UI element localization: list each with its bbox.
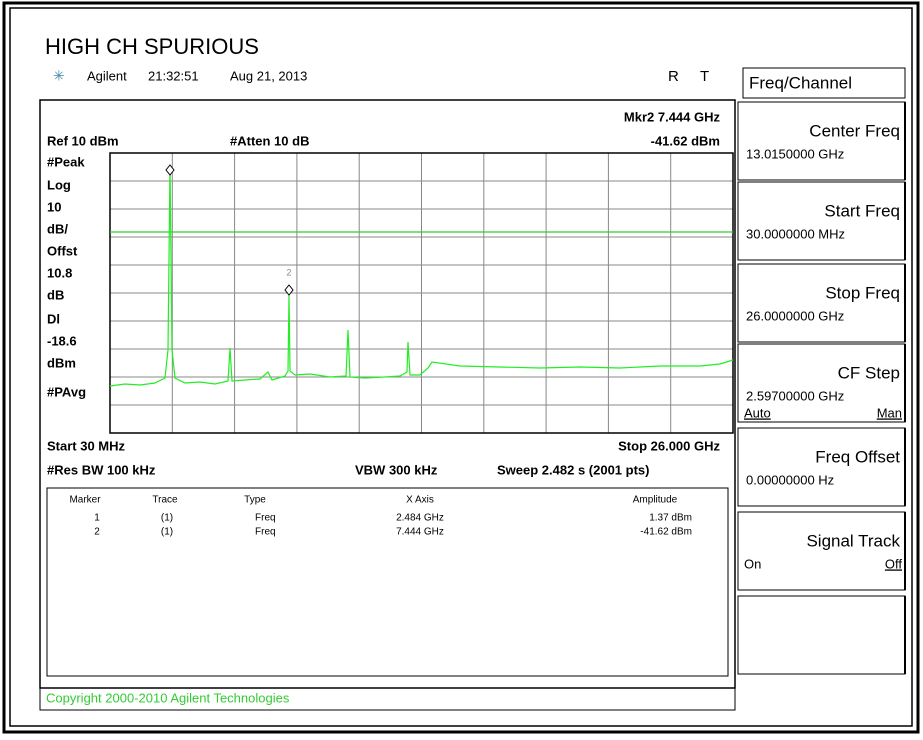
softkey-value: 26.0000000 GHz	[746, 308, 844, 323]
side-label: Dl	[47, 311, 60, 326]
table-cell: -41.62 dBm	[640, 527, 692, 538]
side-label: Log	[47, 177, 71, 192]
start-freq: Start 30 MHz	[47, 438, 126, 453]
side-label: Offst	[47, 243, 78, 258]
softkey-label: Start Freq	[824, 201, 900, 220]
softkey[interactable]	[737, 181, 906, 261]
softkey[interactable]	[737, 101, 906, 181]
date: Aug 21, 2013	[230, 68, 307, 83]
softkey-value: 0.00000000 Hz	[746, 472, 834, 487]
table-cell: Freq	[255, 527, 276, 538]
side-label: -18.6	[47, 333, 77, 348]
softkey[interactable]	[737, 263, 906, 343]
softkey[interactable]	[737, 427, 906, 507]
menu-title: Freq/Channel	[749, 73, 852, 92]
softkey-label: CF Step	[838, 363, 900, 382]
softkey-value: 2.59700000 GHz	[746, 388, 844, 403]
flag: R	[668, 68, 679, 85]
softkey[interactable]	[737, 511, 906, 591]
side-label: dB/	[47, 221, 68, 236]
title: HIGH CH SPURIOUS	[45, 34, 259, 59]
inner-frame	[9, 7, 913, 727]
side-label: dB	[47, 287, 64, 302]
stop-freq: Stop 26.000 GHz	[618, 438, 720, 453]
softkey-value: 30.0000000 MHz	[746, 226, 845, 241]
softkey-option: Man	[877, 405, 902, 420]
table-cell: 7.444 GHz	[396, 527, 444, 538]
res-bw: #Res BW 100 kHz	[47, 462, 156, 477]
sweep: Sweep 2.482 s (2001 pts)	[497, 462, 649, 477]
table-cell: 1.37 dBm	[649, 513, 692, 524]
softkey-label: Freq Offset	[815, 447, 900, 466]
softkey-option: On	[744, 556, 761, 571]
menu-title-box	[742, 67, 906, 99]
marker-1	[165, 164, 175, 176]
graticule	[109, 152, 734, 434]
ref-level: Ref 10 dBm	[47, 133, 119, 148]
softkey[interactable]	[737, 595, 906, 675]
marker-readout: Mkr2 7.444 GHz	[624, 109, 721, 124]
vbw: VBW 300 kHz	[355, 462, 438, 477]
attenuation: #Atten 10 dB	[230, 133, 309, 148]
softkey[interactable]	[737, 343, 906, 423]
table-cell: 2.484 GHz	[396, 513, 444, 524]
column-header: Marker	[69, 495, 101, 506]
marker-2	[284, 284, 294, 296]
copyright: Copyright 2000-2010 Agilent Technologies	[46, 690, 290, 705]
side-label: #Peak	[47, 154, 85, 169]
status-bar	[39, 687, 736, 711]
softkey-value: 13.0150000 GHz	[746, 146, 844, 161]
icon: ✳	[53, 68, 65, 84]
table-cell: 1	[94, 513, 100, 524]
time: 21:32:51	[148, 68, 199, 83]
marker-tag: 2	[286, 267, 291, 277]
marker-amplitude: -41.62 dBm	[651, 133, 720, 148]
column-header: X Axis	[406, 495, 434, 506]
softkey-label: Signal Track	[806, 531, 900, 550]
table-cell: Freq	[255, 513, 276, 524]
column-header: Type	[244, 495, 266, 506]
table-cell: 2	[94, 527, 100, 538]
table-cell: (1)	[161, 513, 173, 524]
softkey-label: Center Freq	[809, 121, 900, 140]
side-label: dBm	[47, 355, 76, 370]
softkey-option: Off	[885, 556, 902, 571]
column-header: Trace	[152, 495, 178, 506]
table-cell: (1)	[161, 527, 173, 538]
column-header: Amplitude	[633, 495, 678, 506]
softkey-label: Stop Freq	[825, 283, 900, 302]
softkey-option: Auto	[744, 405, 771, 420]
trace	[109, 164, 734, 387]
side-label: 10	[47, 199, 61, 214]
flag: T	[700, 68, 709, 85]
side-label: #PAvg	[47, 384, 86, 399]
side-label: 10.8	[47, 265, 72, 280]
brand: Agilent	[87, 68, 127, 83]
marker-table	[46, 487, 729, 677]
